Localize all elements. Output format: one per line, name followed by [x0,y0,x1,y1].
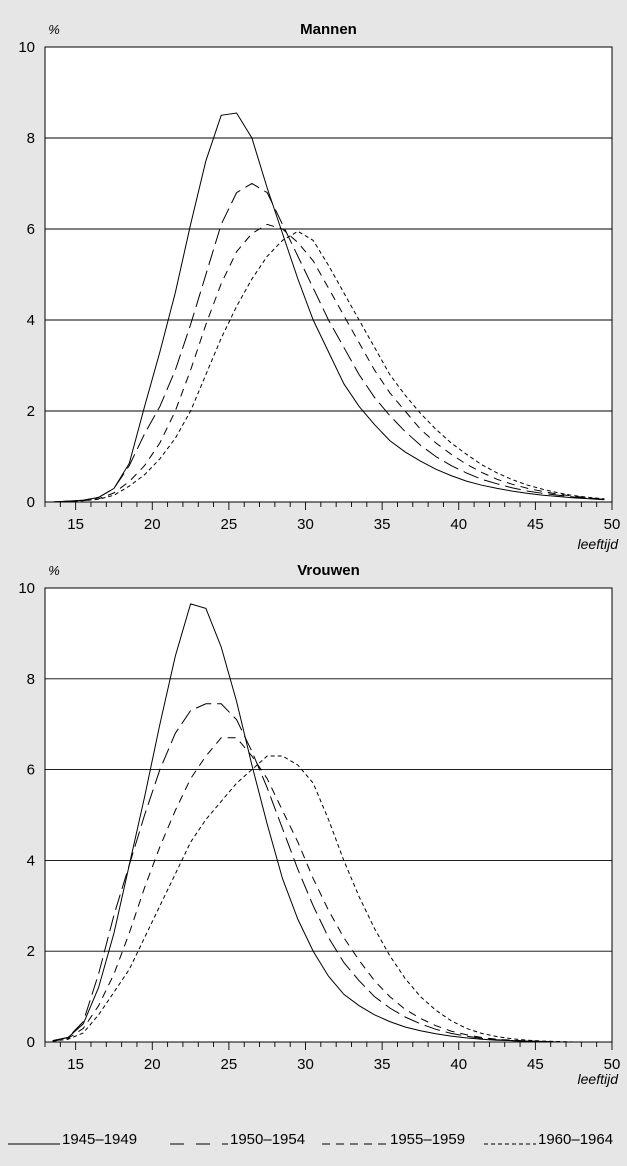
y-tick-label: 6 [27,762,35,779]
legend-label: 1955–1959 [390,1131,465,1148]
y-tick-label: 2 [27,403,35,420]
chart-title: Vrouwen [297,562,360,579]
vrouwen-chart: 0 2 4 6 8 10 15 20 25 30 35 40 45 50 Vrouwen% leeftijd [18,562,620,1087]
legend-label: 1945–1949 [62,1131,137,1148]
x-tick-label: 40 [450,1056,467,1073]
series-line-1950–1954 [52,703,605,1043]
legend-label: 1960–1964 [538,1131,613,1148]
x-tick-label: 25 [221,516,238,533]
plot-area [44,587,613,1043]
x-axis-label: leeftijd [578,1071,620,1087]
x-tick-label: 15 [67,1056,84,1073]
x-tick-label: 50 [604,1056,621,1073]
y-tick-label: 0 [27,494,35,511]
y-tick-label: 4 [27,312,35,329]
legend-label: 1950–1954 [230,1131,305,1148]
series-line-1955–1959 [52,737,605,1043]
x-tick-label: 15 [67,516,84,533]
y-tick-label: 10 [18,39,35,56]
series-line-1945–1949 [52,112,605,503]
x-tick-label: 40 [450,516,467,533]
y-axis-label: % [48,563,60,578]
series-line-1960–1964 [52,230,605,503]
y-tick-label: 6 [27,221,35,238]
y-tick-label: 8 [27,130,35,147]
x-tick-label: 30 [297,1056,314,1073]
y-axis-label: % [48,22,60,37]
x-tick-label: 50 [604,516,621,533]
x-tick-label: 20 [144,516,161,533]
y-tick-label: 4 [27,852,35,869]
y-tick-label: 0 [27,1034,35,1051]
y-tick-label: 8 [27,671,35,688]
mannen-chart: 0 2 4 6 8 10 15 20 25 30 35 40 45 50 Mannen% leeftijd [18,21,620,552]
chart-title: Mannen [300,21,357,38]
x-tick-label: 35 [374,1056,391,1073]
x-tick-label: 30 [297,516,314,533]
series-line-1950–1954 [52,182,605,503]
x-tick-label: 45 [527,516,544,533]
series-line-1960–1964 [52,755,605,1043]
y-tick-label: 10 [18,580,35,597]
series-line-1955–1959 [52,223,605,503]
chart-legend: 1945–1949 1950–1954 1955–1959 1960–1964 [8,1131,613,1148]
x-tick-label: 45 [527,1056,544,1073]
x-tick-label: 25 [221,1056,238,1073]
x-axis-label: leeftijd [578,536,620,552]
x-tick-label: 35 [374,516,391,533]
plot-area [44,46,613,503]
x-tick-label: 20 [144,1056,161,1073]
y-tick-label: 2 [27,943,35,960]
